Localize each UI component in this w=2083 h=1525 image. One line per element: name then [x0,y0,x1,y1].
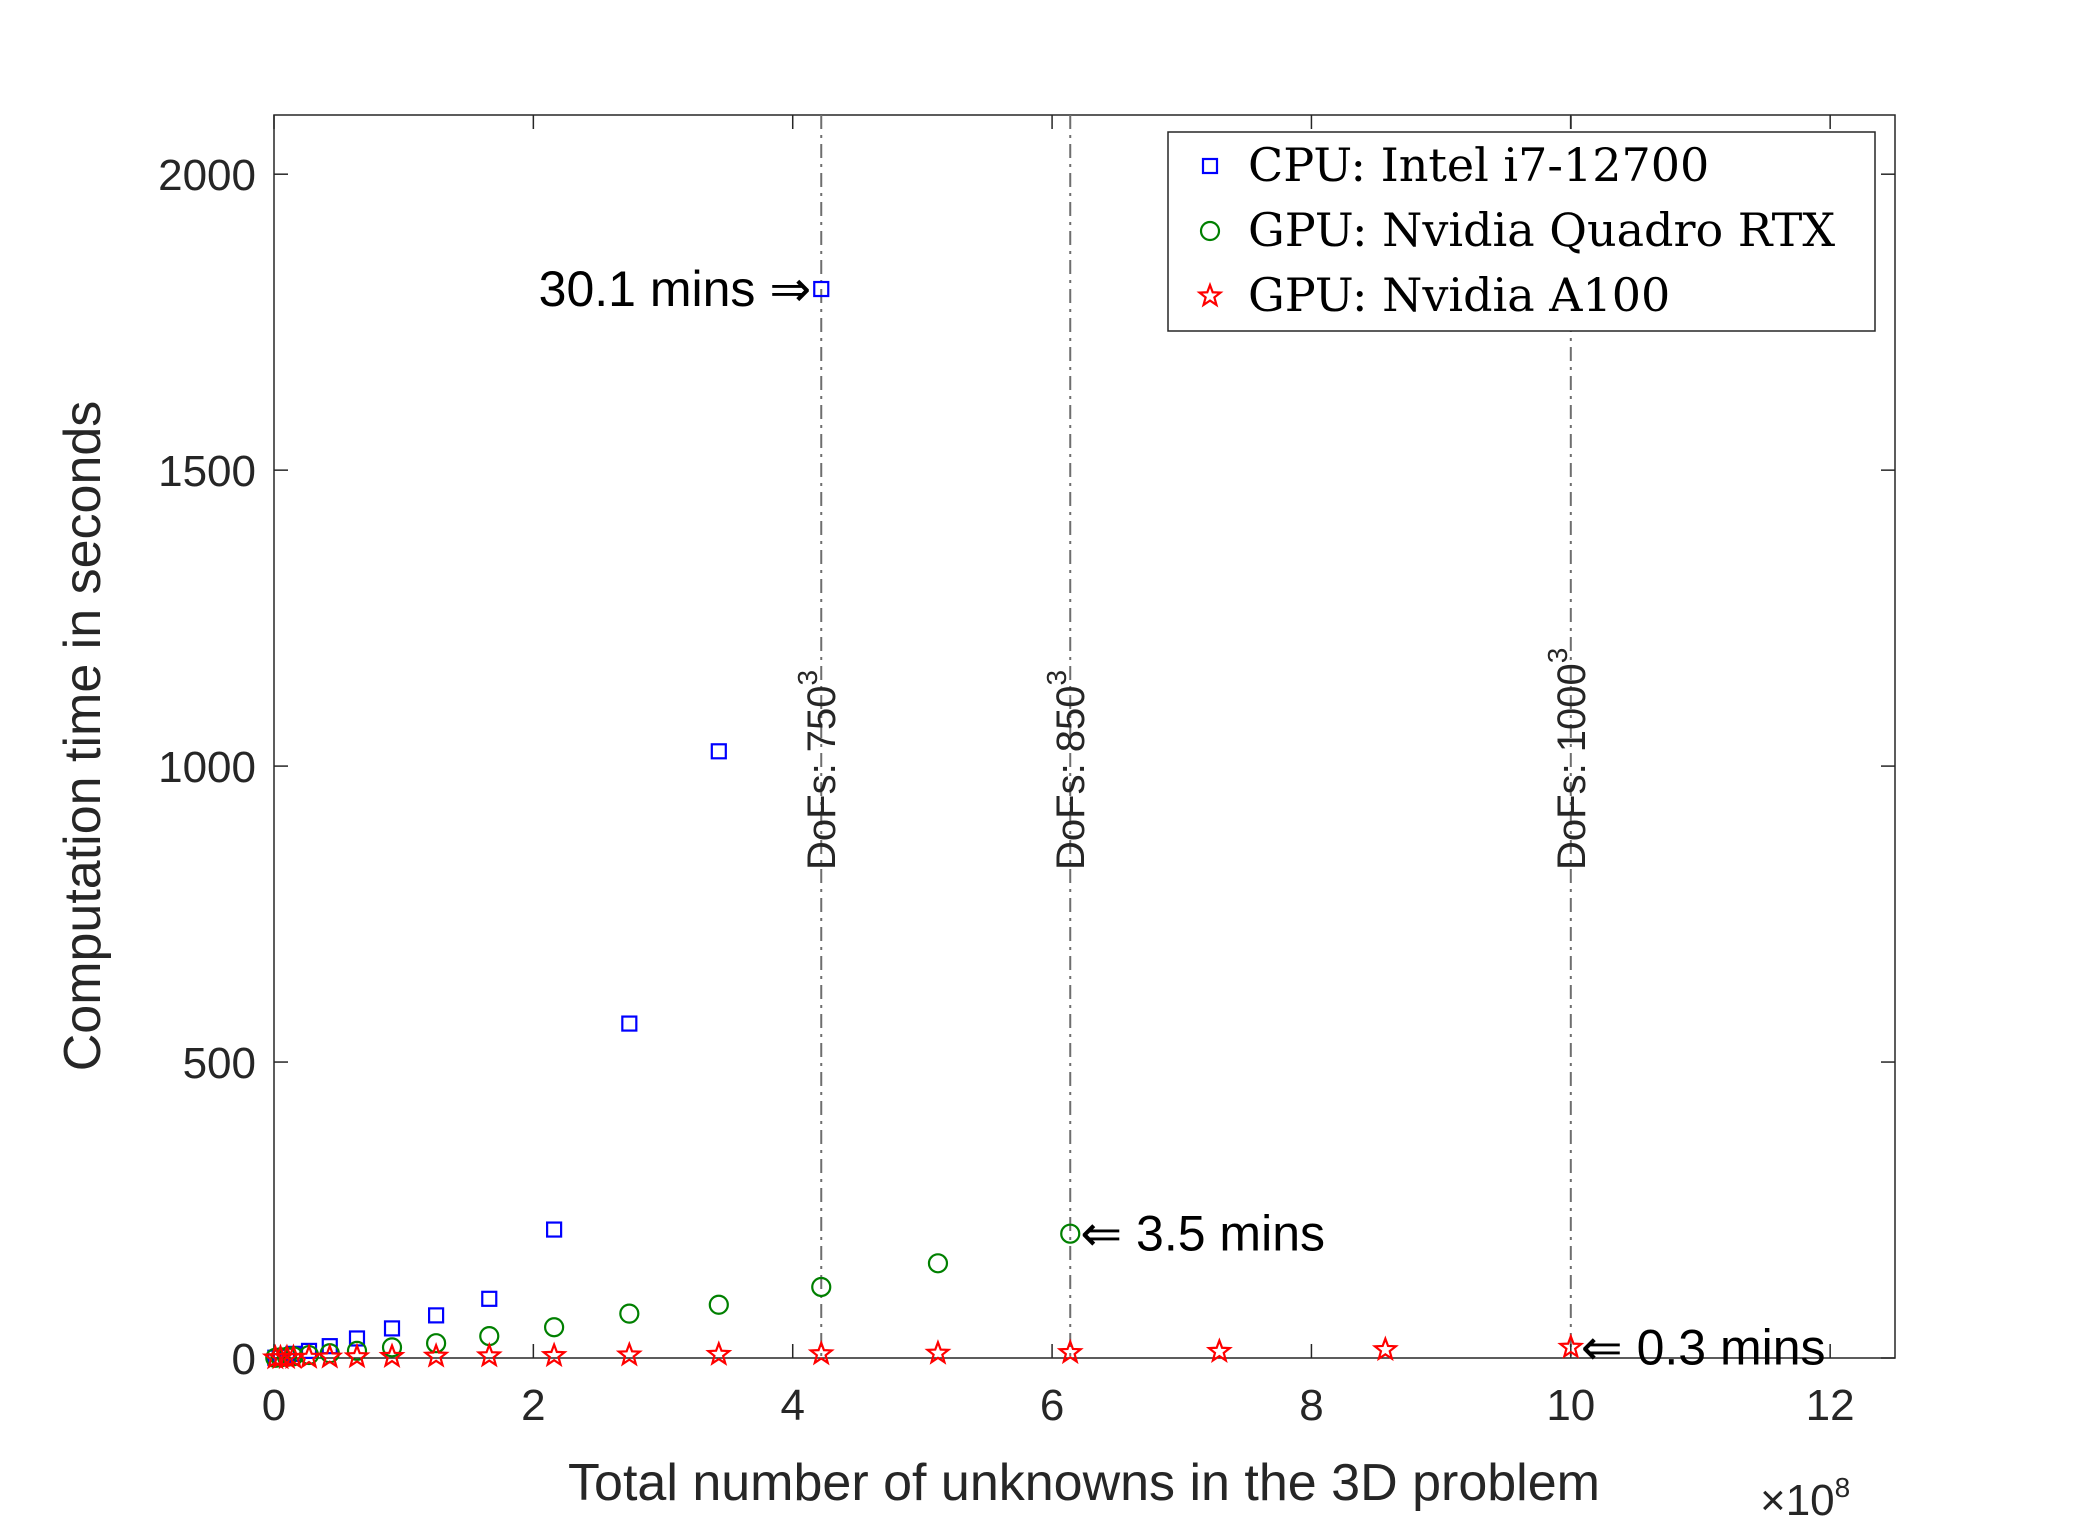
annotation-text: 30.1 mins [539,261,770,317]
annotations: 30.1 mins ⇒⇐ 3.5 mins⇐ 0.3 mins [539,261,1826,1375]
legend-marker [1201,157,1219,175]
reference-line-label-exponent: 3 [1041,670,1072,686]
legend-box [1167,131,1876,332]
data-point [927,1253,949,1274]
data-point [619,1303,640,1324]
x-tick-label: 8 [1299,1381,1323,1430]
reference-line-label-text: DoFs: 750 [800,685,844,870]
annotation: ⇐ 0.3 mins [1581,1319,1826,1375]
legend-label: GPU: Nvidia A100 [1248,268,1670,322]
data-point [924,1339,952,1365]
data-point [1557,1333,1585,1359]
reference-line-label-exponent: 3 [1542,648,1573,664]
data-point [813,280,830,298]
x-multiplier: ×108 [1760,1472,1850,1525]
data-point [615,1340,643,1367]
data-point [710,743,727,760]
x-axis-label: Total number of unknowns in the 3D probl… [568,1454,1600,1512]
data-point [343,1342,371,1369]
x-multiplier-exponent: 8 [1835,1472,1851,1503]
data-point [481,1290,498,1307]
annotation-arrow: ⇐ [1080,1206,1122,1262]
data-point [540,1341,568,1368]
data-point [383,1320,401,1337]
data-point [705,1340,733,1366]
x-tick-label: 10 [1546,1381,1595,1430]
data-point [346,1340,368,1361]
reference-line-label-text: DoFs: 1000 [1550,663,1594,870]
y-tick-label: 1500 [158,447,256,496]
x-tick-label: 6 [1040,1381,1064,1430]
data-point [273,1343,301,1370]
data-point [1205,1337,1233,1363]
y-tick-label: 500 [183,1039,256,1088]
y-tick-label: 2000 [158,151,256,200]
legend-label: CPU: Intel i7-12700 [1248,138,1709,192]
data-point [811,1276,832,1298]
data-point [316,1342,344,1369]
data-point [1060,1223,1081,1244]
data-point [428,1307,445,1324]
data-point [475,1341,503,1368]
annotation: ⇐ 3.5 mins [1080,1206,1325,1262]
axis-ticks: 0 2 4 6 8 10 12 0 500 1000 1500 2000 [158,115,1895,1430]
x-tick-label: 4 [780,1381,804,1430]
y-axis-label: Computation time in seconds [54,401,112,1072]
reference-line-label: DoFs: 8503 [1041,670,1093,870]
data-point [544,1317,565,1338]
reference-line-label-exponent: 3 [792,670,823,686]
data-point [807,1339,835,1366]
annotation-arrow: ⇐ [1581,1319,1623,1375]
data-point [426,1333,447,1354]
x-tick-label: 2 [521,1381,545,1430]
annotation: 30.1 mins ⇒ [539,261,812,317]
legend-label: GPU: Nvidia Quadro RTX [1248,203,1835,257]
data-point [1056,1338,1084,1365]
legend-marker [1196,281,1224,308]
annotation-text: 0.3 mins [1623,1319,1826,1375]
reference-line-label: DoFs: 7503 [792,670,844,870]
annotation-text: 3.5 mins [1122,1206,1325,1262]
legend-marker [1199,220,1221,242]
data-point [621,1015,638,1032]
reference-line-label-text: DoFs: 850 [1049,685,1093,870]
data-point [422,1342,450,1368]
data-point [295,1343,323,1369]
data-point [1371,1335,1399,1362]
y-tick-label: 1000 [158,743,256,792]
x-multiplier-base: ×10 [1760,1476,1835,1525]
legend: CPU: Intel i7-12700 GPU: Nvidia Quadro RT… [1167,131,1876,332]
data-point [546,1221,563,1238]
data-markers [261,280,1585,1370]
data-point [381,1337,403,1358]
x-tick-label: 0 [262,1381,286,1430]
x-tick-label: 12 [1806,1381,1855,1430]
reference-line-label: DoFs: 10003 [1542,648,1594,870]
data-point [378,1342,406,1368]
y-tick-label: 0 [232,1335,256,1384]
annotation-arrow: ⇒ [769,261,811,317]
data-point [708,1294,729,1315]
